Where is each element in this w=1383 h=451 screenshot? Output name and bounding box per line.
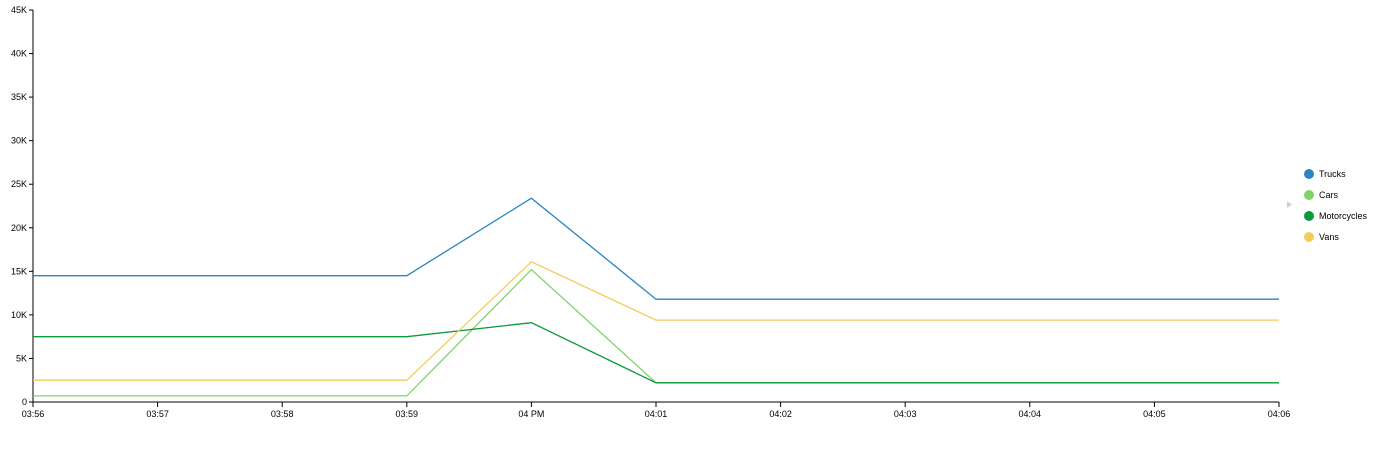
y-tick-label: 40K	[11, 49, 27, 59]
y-tick-label: 45K	[11, 5, 27, 15]
x-axis: 03:56 03:57 03:58 03:59 04 PM 04:01 04:02 04:03…	[22, 401, 1291, 419]
legend-swatch	[1304, 211, 1314, 221]
y-tick-label: 20K	[11, 223, 27, 233]
legend-item-trucks[interactable]: Trucks	[1304, 169, 1346, 179]
y-tick-label: 15K	[11, 266, 27, 276]
series-line-vans	[33, 261, 1279, 381]
legend-label: Vans	[1319, 232, 1339, 242]
legend-item-cars[interactable]: Cars	[1304, 190, 1339, 200]
x-tick-label: 04 PM	[518, 409, 544, 419]
x-tick-label: 03:58	[271, 409, 294, 419]
legend-label: Trucks	[1319, 169, 1346, 179]
y-tick-label: 30K	[11, 136, 27, 146]
legend-swatch	[1304, 169, 1314, 179]
y-tick-label: 25K	[11, 179, 27, 189]
x-tick-label: 04:05	[1143, 409, 1166, 419]
legend-label: Cars	[1319, 190, 1339, 200]
series-line-cars	[33, 268, 1279, 397]
legend: Trucks Cars Motorcycles Vans	[1304, 169, 1368, 242]
y-tick-label: 10K	[11, 310, 27, 320]
x-tick-label: 04:03	[894, 409, 917, 419]
x-tick-label: 03:56	[22, 409, 45, 419]
x-tick-label: 04:02	[769, 409, 792, 419]
legend-swatch	[1304, 190, 1314, 200]
x-tick-label: 03:59	[396, 409, 419, 419]
x-tick-label: 04:04	[1019, 409, 1042, 419]
series-lines	[33, 197, 1279, 397]
legend-item-vans[interactable]: Vans	[1304, 232, 1339, 242]
legend-label: Motorcycles	[1319, 211, 1368, 221]
y-tick-label: 35K	[11, 92, 27, 102]
legend-item-motorcycles[interactable]: Motorcycles	[1304, 211, 1368, 221]
legend-scroll-arrow-icon[interactable]	[1287, 201, 1292, 208]
y-tick-label: 0	[22, 397, 27, 407]
y-axis: 0 5K 10K 15K 20K 25K 30K 35K 40K 45K	[11, 5, 34, 407]
legend-swatch	[1304, 232, 1314, 242]
x-tick-label: 04:06	[1268, 409, 1291, 419]
series-line-trucks	[33, 197, 1279, 300]
y-tick-label: 5K	[16, 353, 27, 363]
series-line-motorcycles	[33, 322, 1279, 384]
x-tick-label: 04:01	[645, 409, 668, 419]
x-tick-label: 03:57	[146, 409, 169, 419]
